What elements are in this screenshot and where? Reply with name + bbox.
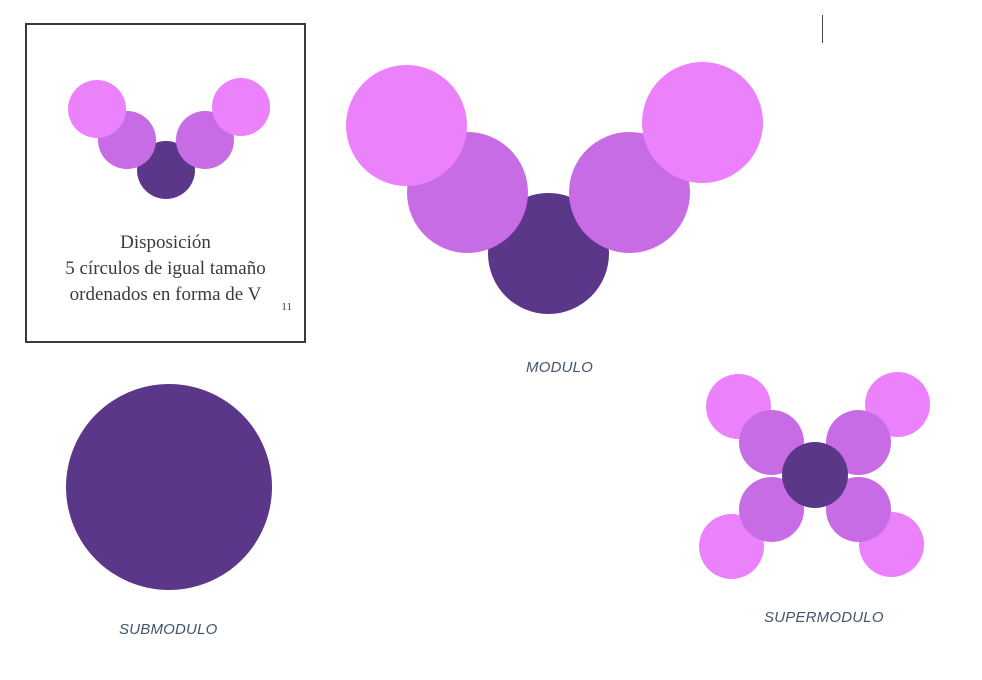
card-caption: Disposición 5 círculos de igual tamaño o…	[27, 230, 304, 308]
text-cursor	[822, 15, 823, 43]
card-caption-line2: 5 círculos de igual tamaño	[65, 258, 266, 279]
supermodulo-circle-dark-center	[782, 442, 848, 508]
reference-card: Disposición 5 círculos de igual tamaño o…	[25, 23, 306, 343]
supermodulo-caption: SUPERMODULO	[764, 609, 884, 626]
card-circle-light-right	[212, 78, 270, 136]
submodulo-caption: SUBMODULO	[119, 621, 218, 638]
modulo-circle-light-left	[346, 65, 467, 186]
submodulo-circle	[66, 384, 272, 590]
modulo-caption: MODULO	[526, 359, 594, 376]
card-caption-line1: Disposición	[120, 232, 211, 253]
card-page-number: 11	[281, 301, 292, 313]
card-circle-light-left	[68, 80, 126, 138]
modulo-circle-light-right	[642, 62, 763, 183]
card-caption-line3: ordenados en forma de V	[69, 284, 262, 305]
